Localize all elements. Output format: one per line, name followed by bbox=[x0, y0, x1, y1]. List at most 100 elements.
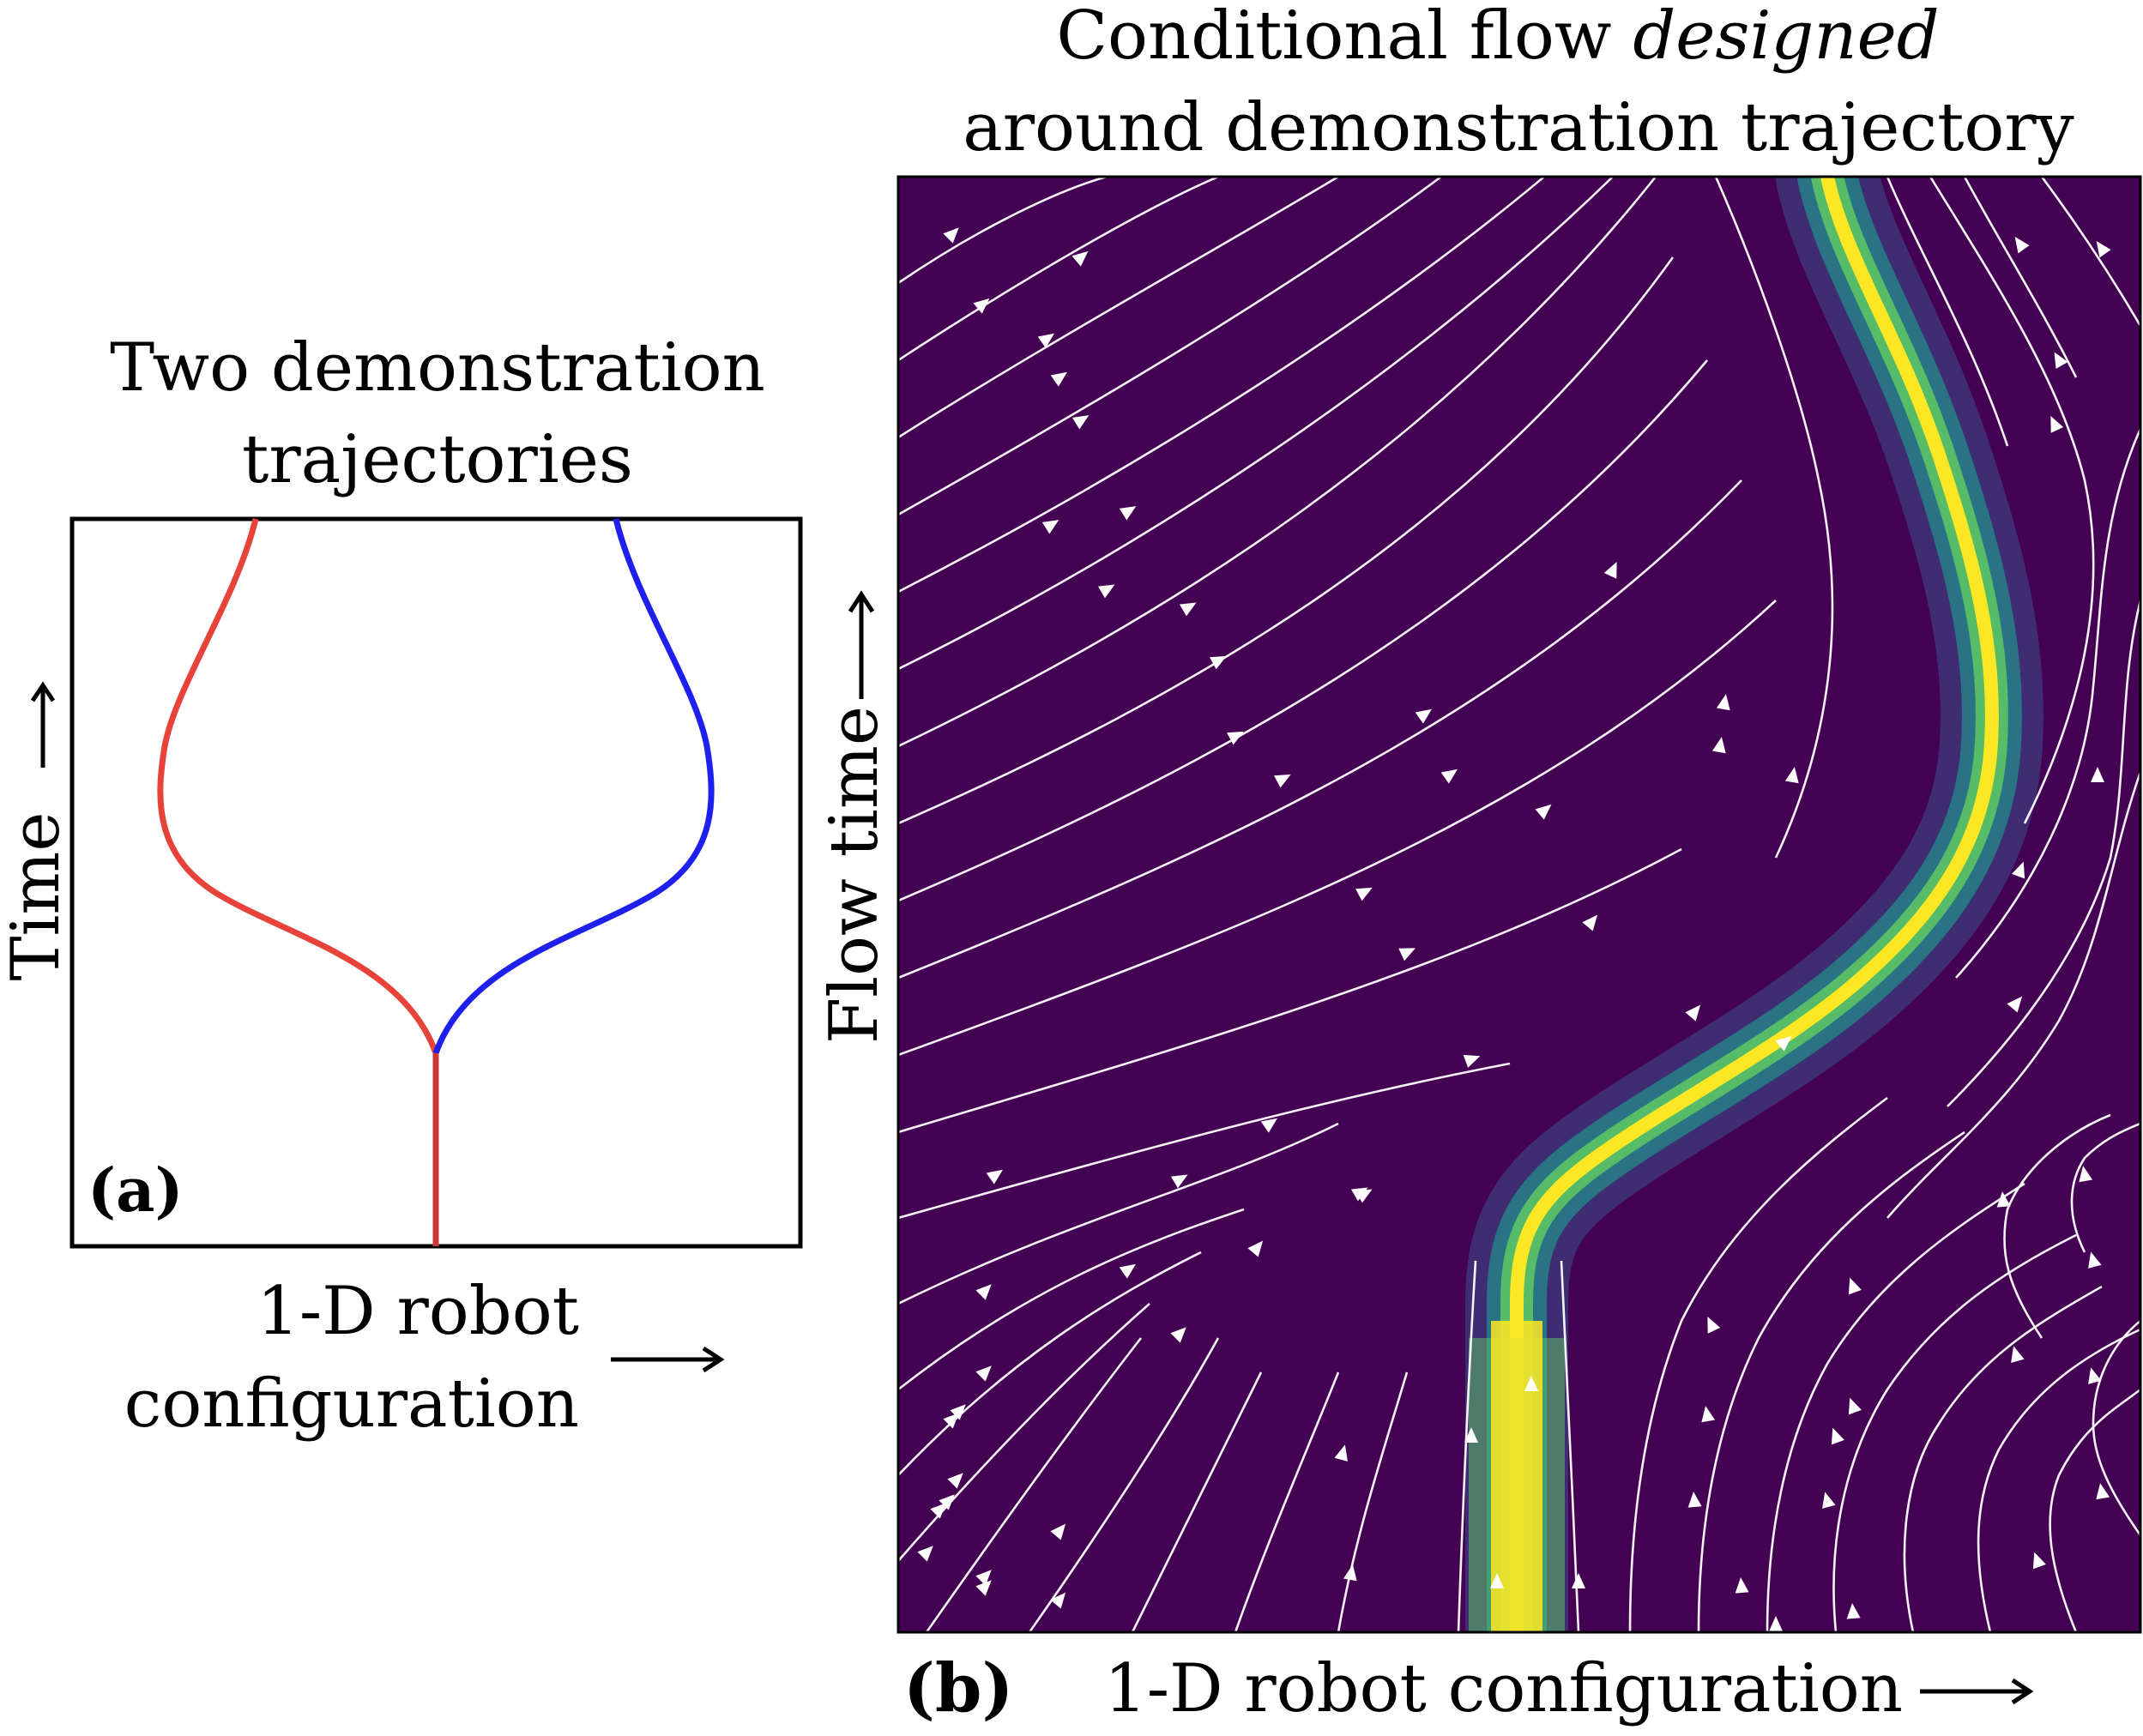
blue-trajectory bbox=[432, 518, 715, 1055]
triangle-arrowhead-icon bbox=[1440, 769, 1458, 784]
triangle-arrowhead-icon bbox=[1687, 1492, 1702, 1508]
triangle-arrowhead-icon bbox=[1711, 737, 1726, 754]
panel-b-title-prefix: Conditional flow bbox=[1056, 0, 1633, 75]
triangle-arrowhead-icon bbox=[1072, 250, 1089, 267]
panel-a-tag: (a) bbox=[88, 1154, 184, 1226]
triangle-arrowhead-icon bbox=[1343, 1564, 1357, 1582]
triangle-arrowhead-icon bbox=[1490, 1573, 1504, 1588]
triangle-arrowhead-icon bbox=[2088, 1251, 2102, 1269]
triangle-arrowhead-icon bbox=[2079, 1166, 2093, 1183]
triangle-arrowhead-icon bbox=[1831, 1427, 1844, 1445]
triangle-arrowhead-icon bbox=[1210, 655, 1227, 670]
triangle-arrowhead-icon bbox=[1464, 1427, 1478, 1443]
triangle-arrowhead-icon bbox=[1227, 731, 1244, 745]
triangle-arrowhead-icon bbox=[975, 1284, 992, 1300]
panel-b-title-emph: designed bbox=[1633, 0, 1939, 75]
triangle-arrowhead-icon bbox=[930, 1503, 946, 1519]
triangle-arrowhead-icon bbox=[1050, 1592, 1066, 1609]
panel-b-tag: (b) bbox=[903, 1649, 1013, 1727]
triangle-arrowhead-icon bbox=[975, 1580, 992, 1596]
triangle-arrowhead-icon bbox=[1716, 694, 1730, 711]
triangle-arrowhead-icon bbox=[1784, 767, 1799, 784]
triangle-arrowhead-icon bbox=[1050, 1523, 1066, 1540]
panel-a-title-line2: trajectories bbox=[242, 421, 633, 498]
triangle-arrowhead-icon bbox=[1535, 804, 1552, 820]
triangle-arrowhead-icon bbox=[1260, 1118, 1278, 1133]
triangle-arrowhead-icon bbox=[1355, 1189, 1373, 1203]
triangle-arrowhead-icon bbox=[1846, 1603, 1861, 1619]
triangle-arrowhead-icon bbox=[1822, 1492, 1836, 1509]
triangle-arrowhead-icon bbox=[1398, 948, 1416, 961]
panel-b-frame bbox=[896, 175, 2142, 1634]
triangle-arrowhead-icon bbox=[1848, 1397, 1862, 1415]
panel-a: Two demonstration trajectories (a) Time … bbox=[0, 329, 803, 1443]
triangle-arrowhead-icon bbox=[1179, 602, 1197, 617]
streamline-arrows bbox=[917, 227, 2111, 1631]
triangle-arrowhead-icon bbox=[939, 1494, 955, 1510]
triangle-arrowhead-icon bbox=[975, 1365, 992, 1382]
right-arrow-icon bbox=[611, 1346, 725, 1373]
streamlines-right bbox=[1628, 177, 2140, 1632]
triangle-arrowhead-icon bbox=[917, 1546, 933, 1562]
triangle-arrowhead-icon bbox=[950, 1404, 966, 1420]
triangle-arrowhead-icon bbox=[2091, 767, 2104, 782]
triangle-arrowhead-icon bbox=[2050, 416, 2064, 433]
triangle-arrowhead-icon bbox=[1247, 1240, 1264, 1257]
panel-a-x-label-line1: 1-D robot bbox=[257, 1273, 579, 1350]
panel-b-field bbox=[898, 177, 2140, 1632]
triangle-arrowhead-icon bbox=[943, 227, 959, 244]
demonstration-density bbox=[1465, 177, 2043, 1632]
triangle-arrowhead-icon bbox=[1415, 708, 1433, 724]
triangle-arrowhead-icon bbox=[2054, 352, 2068, 370]
triangle-arrowhead-icon bbox=[1119, 1263, 1137, 1279]
triangle-arrowhead-icon bbox=[947, 1473, 963, 1489]
triangle-arrowhead-icon bbox=[2007, 996, 2023, 1013]
right-arrow-icon bbox=[1920, 1678, 2034, 1705]
triangle-arrowhead-icon bbox=[1119, 506, 1137, 521]
triangle-arrowhead-icon bbox=[1769, 1616, 1783, 1631]
triangle-arrowhead-icon bbox=[2011, 1346, 2025, 1363]
panel-a-x-label-line2: configuration bbox=[124, 1365, 579, 1443]
panel-b-title-line2: around demonstration trajectory bbox=[963, 89, 2074, 166]
triangle-arrowhead-icon bbox=[1701, 1406, 1716, 1423]
triangle-arrowhead-icon bbox=[1072, 415, 1090, 430]
triangle-arrowhead-icon bbox=[986, 1169, 1004, 1184]
triangle-arrowhead-icon bbox=[1037, 333, 1055, 348]
triangle-arrowhead-icon bbox=[2012, 861, 2025, 879]
right-arrow-icon bbox=[30, 681, 56, 768]
triangle-arrowhead-icon bbox=[975, 1570, 992, 1586]
panel-a-title-line1: Two demonstration bbox=[110, 329, 765, 407]
panel-b: Conditional flow designed around demonst… bbox=[816, 0, 2142, 1727]
triangle-arrowhead-icon bbox=[1735, 1577, 1749, 1594]
triangle-arrowhead-icon bbox=[1848, 1277, 1862, 1295]
triangle-arrowhead-icon bbox=[2096, 240, 2111, 258]
triangle-arrowhead-icon bbox=[1996, 1191, 2011, 1208]
triangle-arrowhead-icon bbox=[973, 298, 990, 314]
panel-b-x-label: 1-D robot configuration bbox=[1104, 1650, 1903, 1727]
panel-a-y-label: Time bbox=[0, 811, 75, 980]
triangle-arrowhead-icon bbox=[1355, 887, 1373, 901]
triangle-arrowhead-icon bbox=[1170, 1174, 1188, 1189]
red-trajectory bbox=[157, 518, 439, 1055]
triangle-arrowhead-icon bbox=[1170, 1327, 1186, 1343]
triangle-arrowhead-icon bbox=[2032, 1552, 2046, 1570]
triangle-arrowhead-icon bbox=[1274, 774, 1291, 788]
triangle-arrowhead-icon bbox=[943, 1413, 959, 1429]
triangle-arrowhead-icon bbox=[1775, 1035, 1792, 1052]
right-arrow-icon bbox=[848, 590, 875, 699]
triangle-arrowhead-icon bbox=[2096, 1483, 2110, 1500]
triangle-arrowhead-icon bbox=[1582, 914, 1598, 931]
triangle-arrowhead-icon bbox=[1334, 1444, 1348, 1462]
triangle-arrowhead-icon bbox=[1041, 520, 1059, 534]
triangle-arrowhead-icon bbox=[2014, 236, 2030, 254]
triangle-arrowhead-icon bbox=[1707, 1317, 1721, 1334]
triangle-arrowhead-icon bbox=[1572, 1573, 1585, 1588]
triangle-arrowhead-icon bbox=[2088, 1367, 2102, 1384]
triangle-arrowhead-icon bbox=[1603, 562, 1617, 579]
triangle-arrowhead-icon bbox=[1524, 1376, 1538, 1391]
panel-b-title-line1: Conditional flow designed bbox=[1056, 0, 1939, 75]
triangle-arrowhead-icon bbox=[1050, 371, 1068, 387]
triangle-arrowhead-icon bbox=[1685, 1004, 1701, 1022]
panel-b-y-label: Flow time bbox=[816, 706, 893, 1044]
